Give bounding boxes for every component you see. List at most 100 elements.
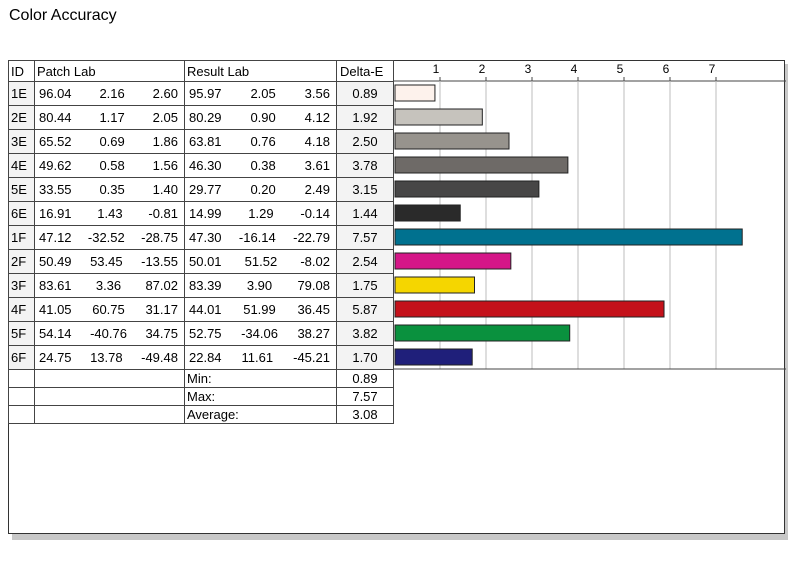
header-patch-lab: Patch Lab — [34, 60, 185, 82]
result-lab-value: 79.08 — [297, 278, 330, 293]
bar-2E — [394, 108, 483, 126]
summary-row: Min: 0.89 — [8, 369, 394, 388]
summary-value: 0.89 — [336, 369, 394, 388]
bar-4E — [394, 156, 569, 174]
table-row: 6E 16.91 1.43 -0.81 14.99 1.29 -0.14 1.44 — [8, 201, 394, 226]
patch-lab-values: 49.62 0.58 1.56 — [35, 158, 184, 173]
result-lab-cell: 50.01 51.52 -8.02 — [184, 249, 337, 274]
header-delta-e: Delta-E — [336, 60, 394, 82]
row-id: 3F — [8, 273, 35, 298]
result-lab-cell: 44.01 51.99 36.45 — [184, 297, 337, 322]
table-row: 1F 47.12 -32.52 -28.75 47.30 -16.14 -22.79 7.57 — [8, 225, 394, 250]
bar-5E — [394, 180, 540, 198]
delta-e-value: 0.89 — [336, 81, 394, 106]
bar-6E — [394, 204, 461, 222]
result-lab-value: 2.49 — [304, 182, 330, 197]
patch-lab-value: 3.36 — [95, 278, 122, 293]
row-id: 4E — [8, 153, 35, 178]
result-lab-value: 36.45 — [297, 302, 330, 317]
patch-lab-value: 1.56 — [152, 158, 178, 173]
patch-lab-value: 34.75 — [145, 326, 178, 341]
result-lab-value: 0.38 — [250, 158, 276, 173]
result-lab-cell: 14.99 1.29 -0.14 — [184, 201, 337, 226]
delta-e-bar-chart: 1 2 3 4 5 6 7 — [394, 62, 786, 370]
row-id: 6F — [8, 345, 35, 370]
row-id: 2F — [8, 249, 35, 274]
patch-lab-cell: 41.05 60.75 31.17 — [34, 297, 185, 322]
patch-lab-value: 2.60 — [152, 86, 178, 101]
x-tick-label: 2 — [479, 62, 486, 76]
patch-lab-value: 31.17 — [145, 302, 178, 317]
patch-lab-values: 80.44 1.17 2.05 — [35, 110, 184, 125]
patch-lab-value: -40.76 — [90, 326, 127, 341]
result-lab-values: 50.01 51.52 -8.02 — [185, 254, 336, 269]
patch-lab-value: 13.78 — [90, 350, 123, 365]
patch-lab-value: 1.86 — [152, 134, 178, 149]
patch-lab-value: -28.75 — [141, 230, 178, 245]
x-tick-label: 1 — [433, 62, 440, 76]
result-lab-cell: 52.75 -34.06 38.27 — [184, 321, 337, 346]
row-id: 5F — [8, 321, 35, 346]
patch-lab-value: 0.69 — [99, 134, 125, 149]
result-lab-values: 63.81 0.76 4.18 — [185, 134, 336, 149]
patch-lab-value: 2.16 — [99, 86, 125, 101]
result-lab-cell: 29.77 0.20 2.49 — [184, 177, 337, 202]
result-lab-value: 3.61 — [304, 158, 330, 173]
bar-3F — [394, 276, 475, 294]
table-row: 3E 65.52 0.69 1.86 63.81 0.76 4.18 2.50 — [8, 129, 394, 154]
header-id: ID — [8, 60, 35, 82]
patch-lab-value: 0.58 — [99, 158, 125, 173]
summary-empty-id — [8, 387, 35, 406]
bar-2F — [394, 252, 512, 270]
result-lab-value: -22.79 — [293, 230, 330, 245]
result-lab-value: 11.61 — [241, 350, 274, 365]
patch-lab-cell: 80.44 1.17 2.05 — [34, 105, 185, 130]
summary-row: Max: 7.57 — [8, 387, 394, 406]
x-tick-label: 5 — [617, 62, 624, 76]
row-id: 6E — [8, 201, 35, 226]
delta-e-value: 1.70 — [336, 345, 394, 370]
summary-value: 3.08 — [336, 405, 394, 424]
row-id: 5E — [8, 177, 35, 202]
result-lab-values: 80.29 0.90 4.12 — [185, 110, 336, 125]
table-header-row: ID Patch Lab Result Lab Delta-E — [8, 60, 394, 82]
result-lab-value: 38.27 — [297, 326, 330, 341]
result-lab-value: 52.75 — [189, 326, 222, 341]
result-lab-values: 29.77 0.20 2.49 — [185, 182, 336, 197]
delta-e-value: 1.92 — [336, 105, 394, 130]
patch-lab-cell: 16.91 1.43 -0.81 — [34, 201, 185, 226]
result-lab-value: 2.05 — [250, 86, 276, 101]
summary-label: Min: — [184, 369, 337, 388]
result-lab-values: 52.75 -34.06 38.27 — [185, 326, 336, 341]
row-id: 4F — [8, 297, 35, 322]
result-lab-value: 4.18 — [304, 134, 330, 149]
table-row: 2E 80.44 1.17 2.05 80.29 0.90 4.12 1.92 — [8, 105, 394, 130]
summary-empty-patch — [34, 405, 185, 424]
summary-empty-id — [8, 369, 35, 388]
patch-lab-value: 24.75 — [39, 350, 72, 365]
patch-lab-value: 54.14 — [39, 326, 72, 341]
result-lab-value: 51.52 — [244, 254, 278, 269]
patch-lab-cell: 33.55 0.35 1.40 — [34, 177, 185, 202]
result-lab-values: 22.84 11.61 -45.21 — [185, 350, 336, 365]
result-lab-value: 22.84 — [189, 350, 222, 365]
patch-lab-cell: 83.61 3.36 87.02 — [34, 273, 185, 298]
result-lab-cell: 22.84 11.61 -45.21 — [184, 345, 337, 370]
patch-lab-cell: 24.75 13.78 -49.48 — [34, 345, 185, 370]
table-row: 3F 83.61 3.36 87.02 83.39 3.90 79.08 1.75 — [8, 273, 394, 298]
result-lab-value: 1.29 — [248, 206, 274, 221]
table-row: 1E 96.04 2.16 2.60 95.97 2.05 3.56 0.89 — [8, 81, 394, 106]
result-lab-value: 29.77 — [189, 182, 222, 197]
result-lab-value: -8.02 — [300, 254, 330, 269]
table-row: 4F 41.05 60.75 31.17 44.01 51.99 36.45 5.87 — [8, 297, 394, 322]
x-tick-label: 4 — [571, 62, 578, 76]
patch-lab-values: 96.04 2.16 2.60 — [35, 86, 184, 101]
result-lab-value: 0.20 — [250, 182, 276, 197]
summary-row: Average: 3.08 — [8, 405, 394, 424]
bar-1E — [394, 84, 436, 102]
patch-lab-value: 83.61 — [39, 278, 72, 293]
result-lab-value: 47.30 — [189, 230, 222, 245]
patch-lab-cell: 47.12 -32.52 -28.75 — [34, 225, 185, 250]
patch-lab-value: 65.52 — [39, 134, 72, 149]
bar-4F — [394, 300, 665, 318]
